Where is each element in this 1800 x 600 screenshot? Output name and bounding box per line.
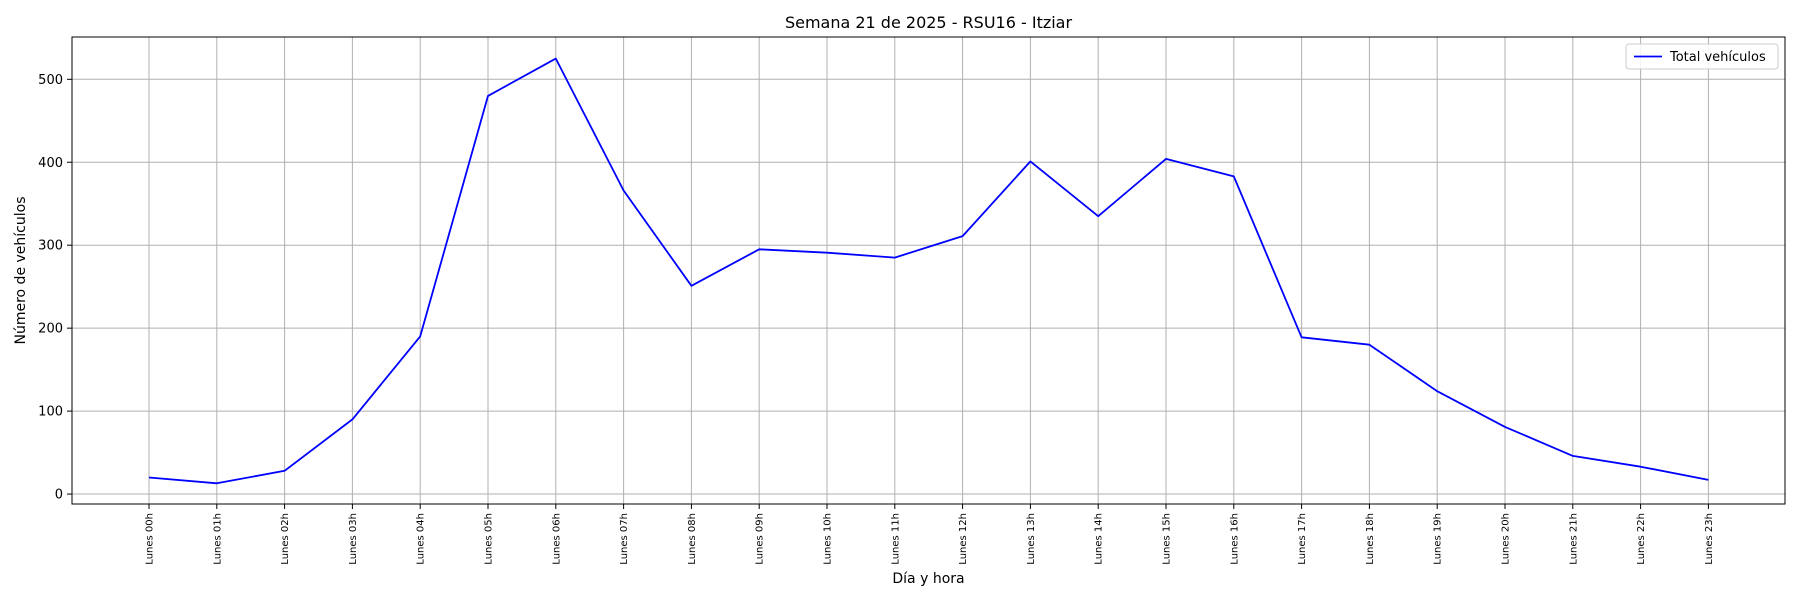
x-tick-label: Lunes 21h <box>1568 513 1579 565</box>
y-tick-label: 500 <box>38 73 63 88</box>
x-tick-label: Lunes 06h <box>551 513 562 565</box>
x-tick-label: Lunes 02h <box>280 513 291 565</box>
x-tick-label: Lunes 14h <box>1094 513 1105 565</box>
grid-lines <box>72 37 1785 504</box>
legend-box <box>1625 43 1779 70</box>
x-tick-label: Lunes 17h <box>1297 513 1308 565</box>
x-tick-label: Lunes 04h <box>416 513 427 565</box>
x-tick-label: Lunes 15h <box>1162 513 1173 565</box>
y-tick-label: 200 <box>38 322 63 337</box>
x-tick-label: Lunes 19h <box>1433 513 1444 565</box>
legend: Total vehículos <box>1625 43 1779 70</box>
series-layer <box>148 57 1709 485</box>
x-tick-label: Lunes 12h <box>958 513 969 565</box>
x-tick-label: Lunes 22h <box>1636 513 1647 565</box>
y-tick-label: 300 <box>38 239 63 254</box>
y-axis-ticks: 0 100 200 300 400 500 <box>38 73 72 503</box>
y-tick-label: 400 <box>38 156 63 171</box>
y-tick-label: 0 <box>55 488 63 503</box>
x-tick-label: Lunes 11h <box>890 513 901 565</box>
x-tick-label: Lunes 20h <box>1501 513 1512 565</box>
x-axis-ticks: Lunes 00h Lunes 01h Lunes 02h Lunes 03h Lune… <box>145 504 1715 565</box>
x-tick-label: Lunes 18h <box>1365 513 1376 565</box>
y-axis-label: Número de vehículos <box>13 197 29 345</box>
x-axis-label: Día y hora <box>892 571 964 587</box>
x-tick-label: Lunes 03h <box>348 513 359 565</box>
plot-frame <box>71 36 1786 505</box>
x-tick-label: Lunes 23h <box>1704 513 1715 565</box>
x-tick-label: Lunes 10h <box>823 513 834 565</box>
x-tick-label: Lunes 01h <box>212 513 223 565</box>
x-tick-label: Lunes 05h <box>484 513 495 565</box>
x-tick-label: Lunes 00h <box>145 513 156 565</box>
legend-label: Total vehículos <box>1669 50 1766 65</box>
x-tick-label: Lunes 13h <box>1026 513 1037 565</box>
x-tick-label: Lunes 08h <box>687 513 698 565</box>
y-tick-label: 100 <box>38 405 63 420</box>
x-tick-label: Lunes 09h <box>755 513 766 565</box>
x-tick-label: Lunes 16h <box>1229 513 1240 565</box>
series-line <box>148 57 1709 485</box>
chart-title: Semana 21 de 2025 - RSU16 - Itziar <box>785 13 1073 32</box>
x-tick-label: Lunes 07h <box>619 513 630 565</box>
